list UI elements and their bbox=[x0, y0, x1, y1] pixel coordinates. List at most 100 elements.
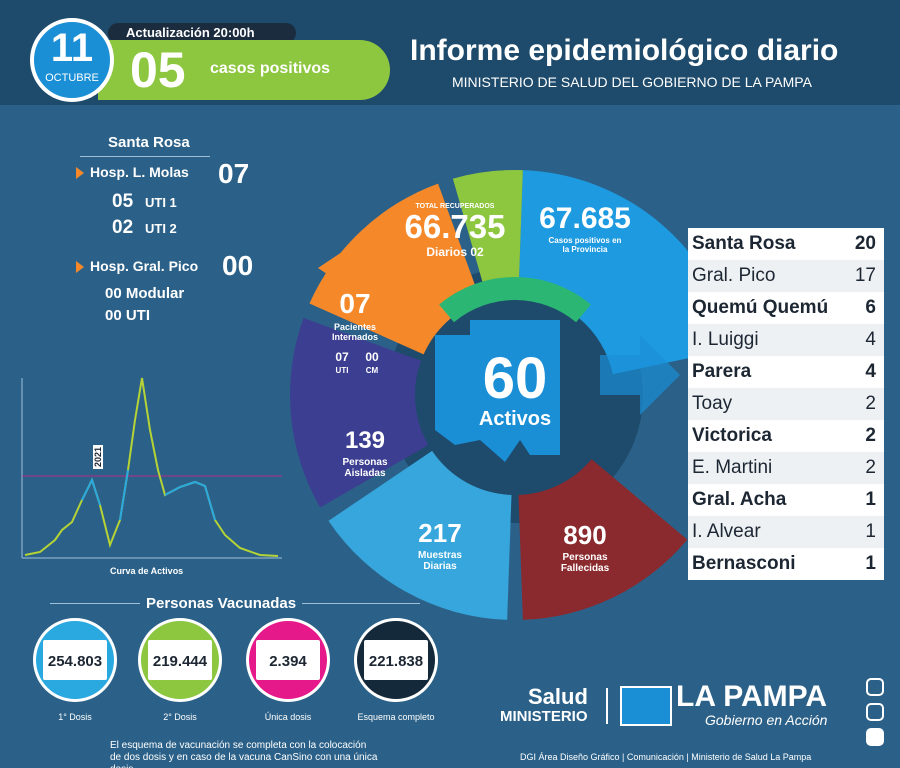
logo-lapampa: LA PAMPA bbox=[676, 680, 828, 713]
segment bbox=[328, 450, 512, 620]
deaths-total: 890 bbox=[563, 520, 607, 550]
twitter-icon[interactable] bbox=[866, 728, 884, 746]
table-row: Victorica 2 bbox=[688, 420, 884, 452]
curve-line bbox=[24, 377, 279, 557]
locality-count: 2 bbox=[865, 393, 876, 414]
locality-name: Gral. Acha bbox=[692, 489, 787, 510]
vaccine-shape bbox=[256, 640, 320, 680]
isolated-label: Personas Aisladas bbox=[342, 457, 388, 479]
locality-name: I. Luiggi bbox=[692, 329, 759, 350]
locality-count: 2 bbox=[865, 425, 876, 446]
date-day: 11 bbox=[50, 26, 94, 70]
locality-name: Toay bbox=[692, 393, 733, 414]
internados-arrow bbox=[318, 240, 372, 296]
samples-total: 217 bbox=[418, 518, 462, 548]
inner-arc bbox=[439, 277, 591, 323]
positives-label: Casos positivos en la Provincia bbox=[548, 236, 622, 254]
isolated-total: 139 bbox=[344, 427, 386, 454]
date-circle bbox=[30, 18, 114, 102]
vaccine-label: 2° Dosis bbox=[163, 712, 197, 722]
new-cases: 05 bbox=[130, 42, 186, 98]
locality-name: Santa Rosa bbox=[692, 233, 796, 254]
hospital-name: Hosp. L. Molas bbox=[90, 164, 189, 180]
vaccine-shape bbox=[148, 640, 212, 680]
uti-label: UTI 2 bbox=[145, 221, 177, 236]
segment bbox=[518, 459, 688, 620]
vaccine-value: 219.444 bbox=[152, 653, 208, 670]
locality-count: 20 bbox=[854, 233, 876, 254]
update-time: Actualización 20:00h bbox=[126, 25, 255, 40]
recovered-daily: Diarios 02 bbox=[426, 245, 484, 259]
title: Informe epidemiológico diario bbox=[410, 34, 839, 67]
internados-cm: 00 bbox=[365, 350, 379, 364]
recovered-total: 66.735 bbox=[404, 208, 506, 245]
locality-name: Gral. Pico bbox=[692, 265, 776, 286]
table-row: I. Alvear 1 bbox=[688, 516, 884, 548]
samples-label: Muestras Diarias bbox=[418, 550, 462, 572]
active-label: Activos bbox=[478, 408, 552, 430]
table-row: Toay 2 bbox=[688, 388, 884, 420]
instagram-icon[interactable] bbox=[866, 678, 884, 696]
logo-ministerio: MINISTERIO bbox=[500, 708, 588, 725]
internados-cm-label: CM bbox=[365, 366, 379, 375]
curve-title: Curva de Activos bbox=[110, 566, 184, 576]
table-row: Bernasconi 1 bbox=[688, 548, 884, 580]
credits: DGI Área Diseño Gráfico | Comunicación |… bbox=[520, 752, 812, 762]
deaths-label: Personas Fallecidas bbox=[560, 552, 610, 574]
table-row: Gral. Pico 17 bbox=[688, 260, 884, 292]
uti-count: 02 bbox=[112, 217, 134, 238]
locality-count: 1 bbox=[865, 521, 876, 542]
facebook-icon[interactable] bbox=[866, 703, 884, 721]
table-row: E. Martini 2 bbox=[688, 452, 884, 484]
divider bbox=[80, 156, 210, 157]
vaccines-note: El esquema de vacunación se completa con… bbox=[110, 740, 378, 768]
table-row: Parera 4 bbox=[688, 356, 884, 388]
table-arrow bbox=[600, 335, 680, 415]
locality-count: 1 bbox=[865, 489, 876, 510]
internados-label: Pacientes Internados bbox=[331, 322, 378, 342]
vaccines-title: Personas Vacunadas bbox=[140, 595, 303, 612]
table-row: Gral. Acha 1 bbox=[688, 484, 884, 516]
vaccine-shape bbox=[364, 640, 428, 680]
vaccine-label: 1° Dosis bbox=[58, 712, 92, 722]
locality-count: 17 bbox=[854, 265, 876, 286]
recovered-label: TOTAL RECUPERADOS bbox=[415, 203, 495, 210]
locality-name: Parera bbox=[692, 361, 752, 382]
locality-count: 6 bbox=[865, 297, 876, 318]
locality-count: 4 bbox=[865, 361, 876, 382]
active-total: 60 bbox=[482, 346, 548, 411]
province-shape bbox=[435, 320, 560, 462]
segment bbox=[518, 170, 736, 375]
locality-count: 4 bbox=[865, 329, 876, 350]
update-pill bbox=[108, 23, 296, 43]
positives-total: 67.685 bbox=[539, 202, 631, 235]
internados-uti-label: UTI bbox=[335, 366, 349, 375]
new-cases-label: casos positivos bbox=[210, 60, 331, 77]
logo-emblem bbox=[620, 686, 672, 726]
hospital-count: 00 bbox=[222, 250, 254, 281]
logo-salud: Salud bbox=[528, 684, 588, 709]
locality-name: Bernasconi bbox=[692, 553, 796, 574]
locality-name: E. Martini bbox=[692, 457, 773, 478]
table-row: I. Luiggi 4 bbox=[688, 324, 884, 356]
locality-table: Santa Rosa 20 Gral. Pico 17 Quemú Quemú 6 I. L… bbox=[688, 228, 884, 580]
locality-count: 2 bbox=[865, 457, 876, 478]
locality-name: Quemú Quemú bbox=[692, 297, 829, 318]
unit-line: 00 UTI bbox=[105, 307, 151, 324]
table-row: Quemú Quemú 6 bbox=[688, 292, 884, 324]
vaccine-shape bbox=[43, 640, 107, 680]
hospital-count: 07 bbox=[218, 158, 250, 189]
vaccine-value: 2.394 bbox=[269, 653, 307, 670]
segment bbox=[452, 170, 523, 299]
date-month: OCTUBRE bbox=[45, 72, 99, 84]
vaccine-label: Esquema completo bbox=[357, 712, 435, 722]
bullet bbox=[76, 167, 84, 179]
divider bbox=[606, 688, 608, 724]
vaccine-value: 254.803 bbox=[47, 653, 103, 670]
vaccine-value: 221.838 bbox=[368, 653, 424, 670]
vaccine-label: Única dosis bbox=[264, 712, 312, 722]
internados-uti: 07 bbox=[335, 350, 349, 364]
